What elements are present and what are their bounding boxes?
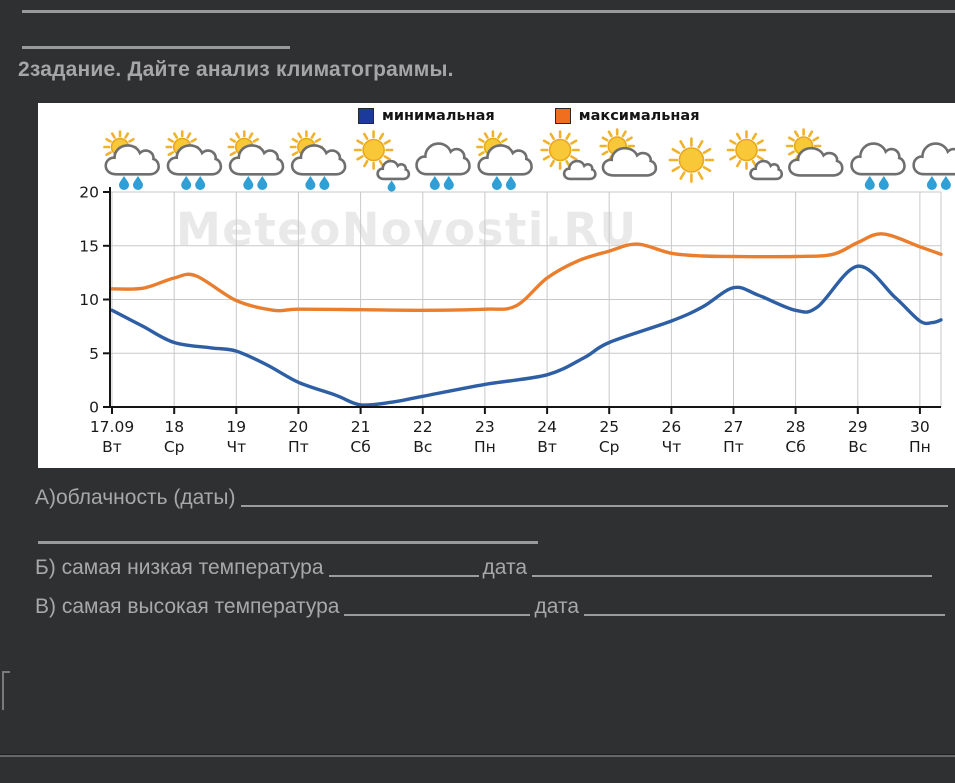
weather-icon-cloud-rain (852, 144, 905, 190)
y-tick-label: 5 (89, 345, 99, 363)
x-tick-day: Пн (909, 438, 931, 456)
x-tick-day: Ср (599, 438, 620, 456)
task-title: 2задание. Дайте анализ климатограммы. (18, 58, 454, 81)
x-tick-day: Сб (350, 438, 370, 456)
y-tick-label: 0 (89, 399, 99, 417)
weather-icon-cloud-rain (914, 144, 955, 190)
weather-icon-cloud-rain (417, 144, 470, 190)
x-tick-date: 23 (475, 418, 495, 436)
question-a: А)облачность (даты) (35, 486, 948, 510)
x-tick-day: Чт (662, 438, 682, 456)
x-tick-date: 27 (724, 418, 744, 436)
question-c-label: В) самая высокая температура (35, 595, 340, 618)
x-tick-date: 17.09 (90, 418, 134, 436)
question-b-label: Б) самая низкая температура (35, 556, 324, 579)
blank-line-top-1 (22, 10, 955, 13)
weather-icon-sun-cloud-rain (289, 130, 345, 190)
answer-blank-a[interactable] (240, 495, 948, 507)
x-tick-date: 18 (164, 418, 184, 436)
y-tick-label: 10 (79, 291, 99, 309)
x-tick-day: Чт (226, 438, 246, 456)
x-tick-day: Пн (474, 438, 496, 456)
x-tick-day: Ср (164, 438, 185, 456)
answer-blank-a-line2[interactable] (38, 541, 538, 544)
series-line-min (110, 264, 943, 407)
question-a-label: А)облачность (даты) (35, 486, 236, 509)
series-line-max (110, 232, 943, 313)
legend-item-max: максимальная (554, 108, 700, 124)
weather-icon-sun-smallcloud (726, 130, 782, 179)
axis-labels: 0 5 10 15 20 17.09 Вт 18 Ср 19 Чт 20 Пт 21 Сб 22 Вс 23 Пн 2… (79, 184, 931, 457)
axes (103, 187, 941, 414)
x-tick-day: Вт (102, 438, 122, 456)
x-tick-day: Пт (288, 438, 309, 456)
climatogram-panel: MeteoNovosti.RU 0 5 10 15 20 17.09 Вт 18 Ср 19 Чт 20… (38, 103, 955, 468)
bottom-divider (0, 754, 955, 757)
legend-label-min: минимальная (382, 108, 495, 124)
x-tick-date: 19 (226, 418, 246, 436)
x-tick-date: 28 (786, 418, 806, 436)
x-tick-day: Вт (537, 438, 557, 456)
question-c: В) самая высокая температура дата (35, 595, 945, 619)
x-tick-day: Вс (413, 438, 432, 456)
x-tick-date: 25 (599, 418, 619, 436)
legend-swatch-min-icon (358, 108, 374, 124)
legend-label-max: максимальная (578, 108, 700, 124)
chart-legend: минимальная максимальная (358, 108, 700, 124)
x-tick-date: 20 (289, 418, 309, 436)
x-tick-date: 30 (910, 418, 930, 436)
x-tick-date: 22 (413, 418, 433, 436)
answer-blank-c-temp[interactable] (344, 604, 531, 616)
question-b-date-label: дата (482, 556, 528, 579)
legend-swatch-max-icon (554, 108, 571, 124)
blank-line-top-2 (22, 46, 290, 49)
x-tick-day: Сб (785, 438, 805, 456)
weather-icon-sun-cloud-rain (103, 130, 159, 190)
x-tick-day: Вс (848, 438, 867, 456)
text-cursor[interactable] (2, 671, 10, 710)
y-tick-label: 20 (79, 184, 99, 202)
weather-icon-sun-cloud-rain (227, 130, 283, 190)
weather-icon-sun-cloud-rain (476, 130, 531, 190)
answer-blank-b-temp[interactable] (328, 565, 479, 577)
weather-icon-sun (668, 137, 715, 183)
legend-item-min: минимальная (358, 108, 495, 124)
weather-icon-sun-bigcloud (599, 128, 656, 176)
climatogram-chart: MeteoNovosti.RU 0 5 10 15 20 17.09 Вт 18 Ср 19 Чт 20… (79, 128, 955, 457)
question-c-date-label: дата (534, 595, 580, 618)
weather-icon-sun-smallcloud (540, 130, 596, 179)
answer-blank-b-date[interactable] (532, 565, 932, 577)
chart-watermark: MeteoNovosti.RU (176, 203, 638, 256)
answer-blank-c-date[interactable] (584, 604, 945, 616)
weather-icon-sun-bigcloud (785, 128, 842, 176)
x-tick-date: 29 (848, 418, 868, 436)
x-tick-day: Пт (723, 438, 744, 456)
y-tick-label: 15 (79, 237, 99, 255)
weather-icon-sun-smallcloud-rain (353, 130, 409, 192)
x-tick-date: 21 (351, 418, 371, 436)
weather-icon-sun-cloud-rain (165, 130, 221, 190)
question-b: Б) самая низкая температура дата (35, 556, 932, 580)
x-tick-date: 24 (537, 418, 557, 436)
x-tick-date: 26 (662, 418, 682, 436)
